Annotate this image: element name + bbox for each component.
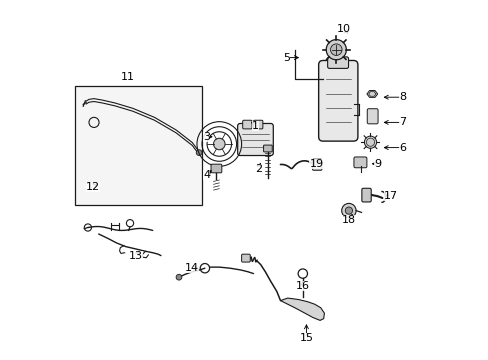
FancyBboxPatch shape <box>263 145 272 152</box>
Text: 11: 11 <box>120 72 134 82</box>
Text: 16: 16 <box>295 281 309 291</box>
Text: 5: 5 <box>283 53 290 63</box>
Circle shape <box>341 203 355 218</box>
FancyBboxPatch shape <box>242 120 251 129</box>
Circle shape <box>325 40 346 60</box>
FancyBboxPatch shape <box>353 157 366 168</box>
Text: 4: 4 <box>203 170 210 180</box>
FancyBboxPatch shape <box>327 57 348 68</box>
Circle shape <box>330 44 342 55</box>
Text: 19: 19 <box>309 159 323 169</box>
FancyBboxPatch shape <box>237 123 273 156</box>
Text: 2: 2 <box>255 164 262 174</box>
Circle shape <box>364 136 376 148</box>
FancyBboxPatch shape <box>366 109 377 124</box>
Polygon shape <box>366 90 377 98</box>
Text: 7: 7 <box>399 117 406 127</box>
Polygon shape <box>280 298 324 320</box>
Text: 14: 14 <box>185 263 199 273</box>
Text: 10: 10 <box>336 24 350 34</box>
Text: 12: 12 <box>85 182 100 192</box>
Text: 17: 17 <box>384 191 398 201</box>
Text: 1: 1 <box>251 121 258 131</box>
FancyBboxPatch shape <box>241 254 250 262</box>
Bar <box>75 86 202 205</box>
Text: 18: 18 <box>341 215 355 225</box>
FancyBboxPatch shape <box>318 60 357 141</box>
FancyBboxPatch shape <box>253 120 263 129</box>
FancyBboxPatch shape <box>312 159 321 170</box>
Text: 6: 6 <box>399 143 406 153</box>
Text: 15: 15 <box>299 333 313 343</box>
FancyBboxPatch shape <box>211 164 222 173</box>
Circle shape <box>176 274 182 280</box>
Circle shape <box>213 138 224 150</box>
Text: 3: 3 <box>203 132 210 142</box>
Text: 9: 9 <box>373 159 381 169</box>
Text: 13: 13 <box>128 251 142 261</box>
Circle shape <box>196 150 202 156</box>
Text: 8: 8 <box>399 92 406 102</box>
FancyBboxPatch shape <box>361 188 370 202</box>
Circle shape <box>345 207 352 214</box>
